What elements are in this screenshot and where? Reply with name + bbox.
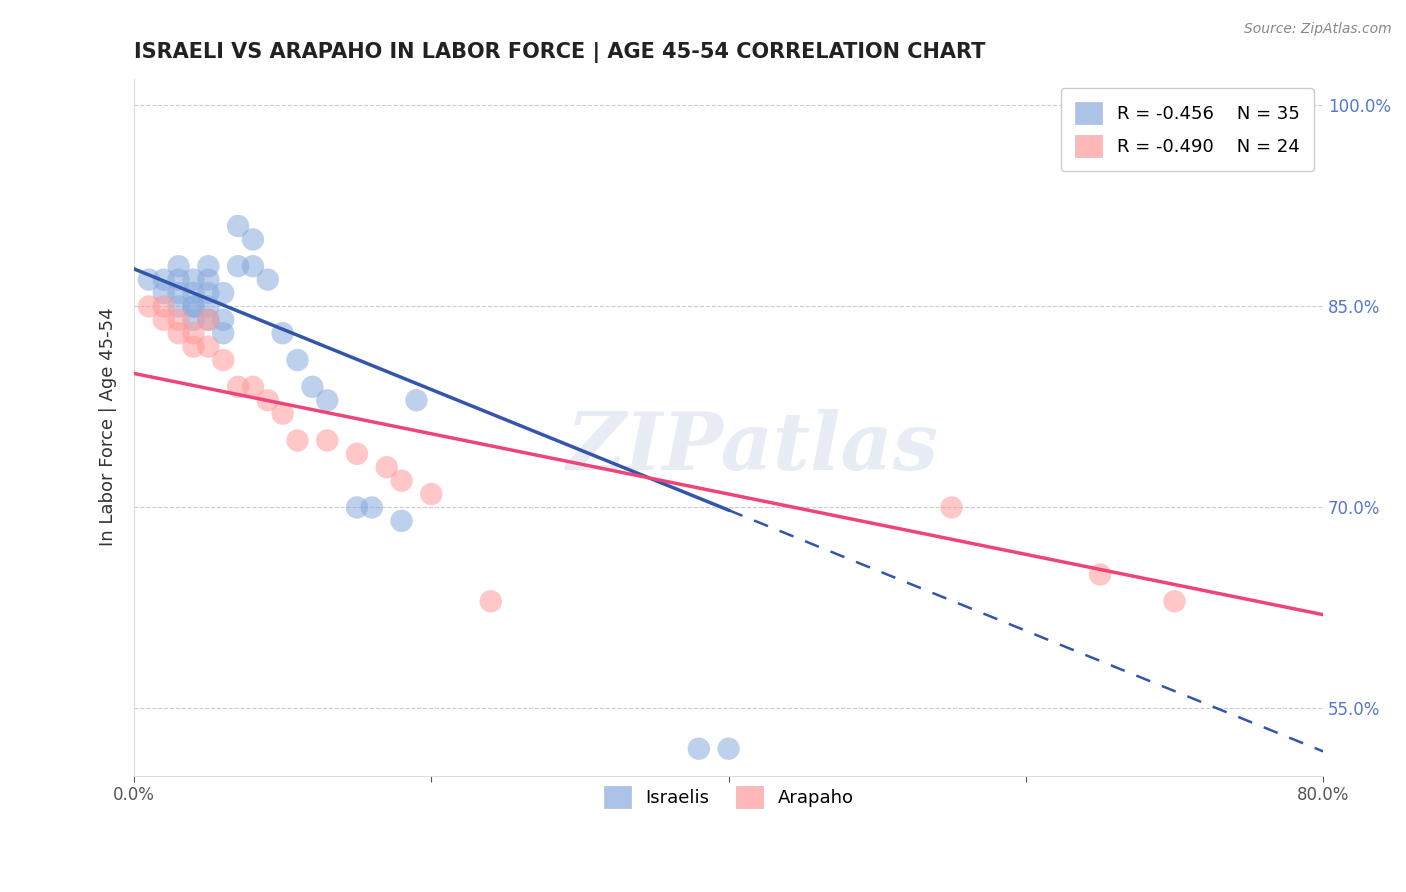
Point bbox=[226, 219, 249, 233]
Point bbox=[167, 326, 190, 341]
Point bbox=[197, 313, 219, 327]
Point bbox=[375, 460, 398, 475]
Point bbox=[183, 313, 205, 327]
Point bbox=[197, 340, 219, 354]
Point bbox=[183, 326, 205, 341]
Point bbox=[226, 380, 249, 394]
Point bbox=[183, 300, 205, 314]
Point bbox=[391, 474, 413, 488]
Point bbox=[183, 300, 205, 314]
Legend: Israelis, Arapaho: Israelis, Arapaho bbox=[596, 779, 860, 815]
Point bbox=[167, 300, 190, 314]
Point bbox=[316, 434, 339, 448]
Point bbox=[1163, 594, 1185, 608]
Point bbox=[167, 286, 190, 301]
Point bbox=[405, 393, 427, 408]
Point bbox=[167, 259, 190, 273]
Point bbox=[242, 259, 264, 273]
Point bbox=[152, 313, 174, 327]
Point bbox=[138, 272, 160, 286]
Point bbox=[183, 340, 205, 354]
Text: ISRAELI VS ARAPAHO IN LABOR FORCE | AGE 45-54 CORRELATION CHART: ISRAELI VS ARAPAHO IN LABOR FORCE | AGE … bbox=[134, 42, 986, 62]
Point bbox=[287, 353, 309, 368]
Point bbox=[197, 272, 219, 286]
Point bbox=[346, 447, 368, 461]
Point bbox=[212, 313, 235, 327]
Point bbox=[271, 407, 294, 421]
Point bbox=[360, 500, 382, 515]
Point bbox=[316, 393, 339, 408]
Point bbox=[197, 259, 219, 273]
Point bbox=[212, 353, 235, 368]
Point bbox=[301, 380, 323, 394]
Text: Source: ZipAtlas.com: Source: ZipAtlas.com bbox=[1244, 22, 1392, 37]
Point bbox=[287, 434, 309, 448]
Point bbox=[152, 286, 174, 301]
Point bbox=[152, 300, 174, 314]
Point bbox=[1088, 567, 1111, 582]
Point bbox=[941, 500, 963, 515]
Point bbox=[167, 272, 190, 286]
Text: ZIPatlas: ZIPatlas bbox=[567, 409, 938, 487]
Point bbox=[197, 313, 219, 327]
Point bbox=[242, 232, 264, 246]
Point bbox=[256, 272, 278, 286]
Point bbox=[138, 300, 160, 314]
Point bbox=[688, 741, 710, 756]
Point bbox=[346, 500, 368, 515]
Point bbox=[717, 741, 740, 756]
Point bbox=[226, 259, 249, 273]
Point bbox=[420, 487, 443, 501]
Point bbox=[167, 313, 190, 327]
Point bbox=[197, 286, 219, 301]
Point bbox=[212, 326, 235, 341]
Point bbox=[152, 272, 174, 286]
Point bbox=[479, 594, 502, 608]
Point bbox=[242, 380, 264, 394]
Point bbox=[197, 300, 219, 314]
Point bbox=[183, 272, 205, 286]
Point bbox=[212, 286, 235, 301]
Point bbox=[256, 393, 278, 408]
Point bbox=[391, 514, 413, 528]
Y-axis label: In Labor Force | Age 45-54: In Labor Force | Age 45-54 bbox=[100, 308, 117, 547]
Point bbox=[271, 326, 294, 341]
Point bbox=[183, 286, 205, 301]
